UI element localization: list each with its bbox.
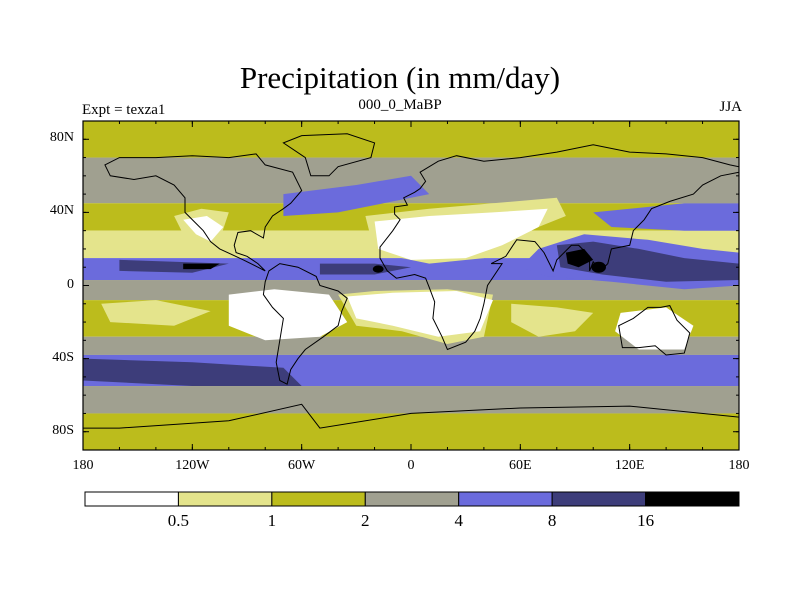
zone-southern-ocean [83, 386, 739, 414]
coastline-north-america [104, 153, 303, 272]
colorbar-label: 2 [361, 511, 370, 530]
precipitation-field [83, 121, 739, 450]
lat-label: 40S [52, 349, 74, 365]
colorbar-label: 0.5 [167, 511, 190, 530]
extreme-atlantic-itcz [372, 265, 384, 273]
colorbar [84, 491, 740, 507]
lat-label: 0 [67, 276, 74, 292]
map-title: Precipitation (in mm/day) [239, 60, 561, 95]
wet-north-atlantic [283, 175, 430, 216]
lon-label: 180 [728, 458, 750, 473]
season-label: JJA [719, 99, 742, 115]
colorbar-swatch [645, 491, 740, 507]
lon-label: 120W [175, 458, 210, 473]
lon-label: 0 [407, 458, 415, 473]
coastline-africa-eurasia [379, 144, 739, 351]
colorbar-swatch [551, 491, 647, 507]
coastlines [83, 133, 739, 429]
lat-label: 80S [52, 422, 74, 438]
coastline-australia [618, 305, 691, 356]
dry-indian-ocean [511, 303, 594, 337]
experiment-label: Expt = texza1 [82, 102, 166, 118]
heavy-pacific-itcz [119, 259, 229, 273]
colorbar-swatch [177, 491, 273, 507]
dry-southwest-na [183, 216, 224, 242]
lon-label: 60E [509, 458, 532, 473]
coastline-south-america [262, 263, 348, 385]
heavy-southern-storm-track [83, 358, 302, 386]
colorbar-swatch [271, 491, 366, 507]
colorbar-label: 16 [637, 511, 655, 530]
lon-label: 120E [614, 458, 645, 473]
dry-sahara-arabia [374, 208, 548, 260]
lat-label: 80N [49, 130, 74, 146]
extreme-pacific-itcz [183, 263, 220, 270]
heavy-atlantic-itcz [319, 263, 411, 275]
dry-south-pacific [101, 300, 211, 326]
lon-label: 180 [72, 458, 94, 473]
lat-label: 40N [49, 203, 74, 219]
lon-label: 60W [288, 458, 316, 473]
colorbar-label: 4 [454, 511, 463, 530]
dry-southeast-pacific [228, 289, 348, 341]
colorbar-swatch [84, 491, 179, 507]
dry-south-atlantic-africa [347, 291, 493, 337]
colorbar-swatch [458, 491, 553, 507]
coastline-greenland [282, 133, 376, 177]
period-label: 000_0_MaBP [358, 97, 442, 113]
colorbar-swatch [364, 491, 460, 507]
wet-north-pacific [593, 203, 739, 231]
colorbar-label: 8 [547, 511, 557, 530]
zone-south-midlat [83, 336, 739, 355]
zone-arctic [83, 121, 739, 158]
axis-ticks [82, 120, 740, 451]
zone-antarctic [83, 413, 739, 450]
colorbar-label: 1 [267, 511, 277, 530]
coastline-antarctica [83, 403, 739, 429]
